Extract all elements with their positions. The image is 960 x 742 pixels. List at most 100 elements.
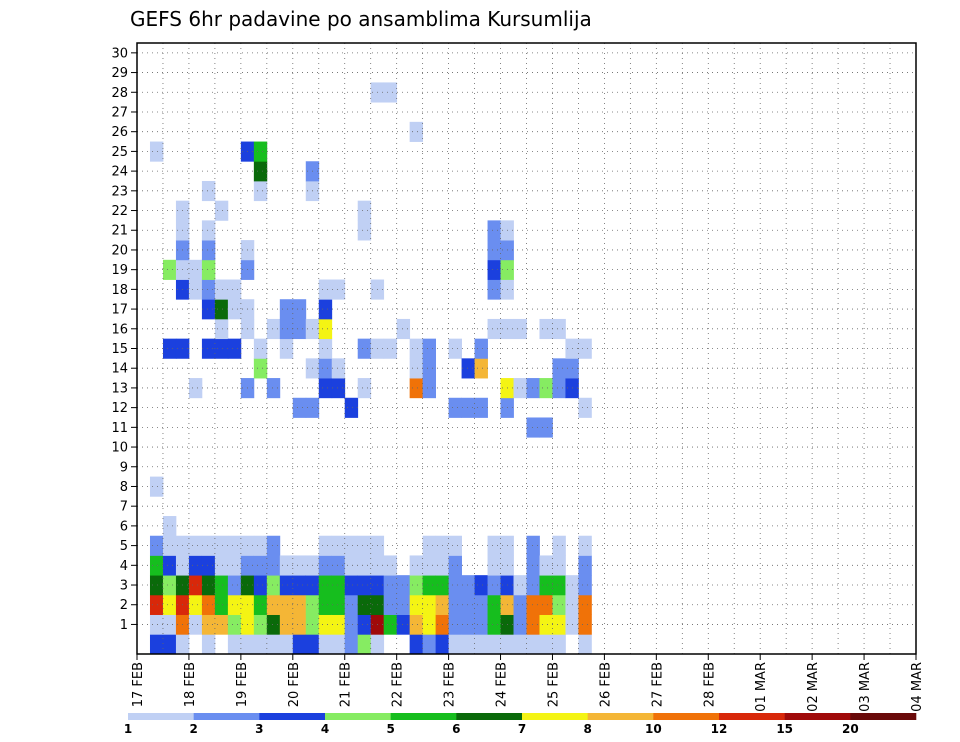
heatmap-cell (383, 555, 398, 576)
legend-tick-label: 20 (842, 722, 859, 736)
y-tick-label: 7 (120, 500, 128, 515)
heatmap-cell (539, 614, 553, 635)
x-tick-label: 04 MAR (910, 662, 925, 712)
heatmap-cell (487, 220, 501, 241)
heatmap-cell (331, 614, 346, 635)
y-tick-label: 28 (111, 86, 128, 101)
heatmap-cell (422, 378, 437, 399)
heatmap-cell (448, 555, 462, 576)
y-tick-label: 14 (111, 362, 128, 377)
heatmap-cell (552, 594, 566, 615)
heatmap-cell (474, 338, 488, 359)
legend-tick-label: 2 (189, 722, 197, 736)
heatmap-cell (214, 594, 229, 615)
heatmap-cell (201, 220, 216, 241)
y-tick-label: 29 (111, 66, 128, 81)
y-tick-label: 30 (111, 46, 128, 61)
legend-tick-label: 1 (124, 722, 132, 736)
heatmap-cell (214, 338, 229, 359)
x-tick-label: 20 FEB (287, 662, 302, 707)
heatmap-cell (344, 594, 359, 615)
heatmap-cell (513, 614, 527, 635)
heatmap-cell (162, 259, 177, 280)
heatmap-cell (188, 614, 203, 635)
x-tick-label: 19 FEB (235, 662, 250, 707)
heatmap-cell (201, 634, 216, 655)
legend-tick-label: 5 (386, 722, 394, 736)
heatmap-cell (487, 614, 501, 635)
heatmap-cell (383, 614, 398, 635)
heatmap-cell (227, 555, 242, 576)
y-tick-label: 23 (111, 184, 128, 199)
heatmap-cell (175, 634, 190, 655)
heatmap-cell (149, 575, 164, 596)
heatmap-cell (162, 575, 177, 596)
heatmap-cell (487, 575, 501, 596)
heatmap-cell (331, 594, 346, 615)
heatmap-cell (409, 378, 424, 399)
heatmap-cell (253, 614, 268, 635)
heatmap-cell (188, 594, 203, 615)
heatmap-cell (240, 634, 255, 655)
heatmap-cell (357, 575, 372, 596)
y-tick-label: 24 (111, 165, 128, 180)
heatmap-cell (214, 575, 229, 596)
heatmap-cell (201, 240, 216, 261)
heatmap-cell (266, 614, 281, 635)
heatmap-cell (409, 614, 424, 635)
heatmap-cell (162, 516, 177, 537)
legend-tick-label: 10 (645, 722, 662, 736)
heatmap-cell (526, 378, 540, 399)
heatmap-cell (409, 338, 424, 359)
heatmap-cell (539, 634, 553, 655)
heatmap-cell (266, 535, 281, 556)
heatmap-cell (292, 634, 307, 655)
heatmap-cell (539, 555, 553, 576)
heatmap-cell (214, 299, 229, 320)
heatmap-cell (357, 614, 372, 635)
heatmap-cell (396, 575, 411, 596)
heatmap-cell (253, 634, 268, 655)
heatmap-cell (526, 594, 540, 615)
heatmap-cell (461, 634, 475, 655)
x-tick-label: 22 FEB (391, 662, 406, 707)
x-tick-label: 28 FEB (702, 662, 717, 707)
heatmap-cell (578, 535, 592, 556)
heatmap-cell (292, 594, 307, 615)
heatmap-cell (227, 634, 242, 655)
heatmap-cell (149, 594, 164, 615)
heatmap-cell (422, 594, 437, 615)
heatmap-cell (318, 535, 333, 556)
heatmap-cell (331, 535, 346, 556)
heatmap-cell (500, 634, 514, 655)
heatmap-cell (279, 594, 294, 615)
heatmap-cell (513, 378, 527, 399)
heatmap-cell (578, 555, 592, 576)
heatmap-cell (253, 575, 268, 596)
legend-tick-label: 12 (711, 722, 728, 736)
heatmap-cell (214, 318, 229, 340)
heatmap-cell (409, 575, 424, 596)
heatmap-cell (578, 634, 592, 655)
legend-swatch (522, 713, 588, 720)
heatmap-cell (201, 279, 216, 300)
heatmap-cell (422, 535, 437, 556)
y-tick-label: 19 (111, 263, 128, 278)
x-axis-ticks: 17 FEB 18 FEB 19 FEB 20 FEB 21 FEB 22 FEB 23 F… (131, 654, 925, 712)
heatmap-cell (162, 614, 177, 635)
heatmap-cell (526, 555, 540, 576)
x-tick-label: 25 FEB (546, 662, 561, 707)
heatmap-cell (552, 318, 566, 340)
heatmap-cell (357, 338, 372, 359)
heatmap-cell (227, 575, 242, 596)
heatmap-cell (149, 141, 164, 162)
heatmap-cell (578, 575, 592, 596)
heatmap-cell (318, 318, 333, 340)
legend-tick-label: 3 (255, 722, 263, 736)
heatmap-cell (279, 299, 294, 320)
heatmap-cell (396, 594, 411, 615)
legend-swatch (128, 713, 194, 720)
heatmap-cell (318, 358, 333, 379)
heatmap-cell (162, 634, 177, 655)
legend-tick-label: 7 (518, 722, 526, 736)
